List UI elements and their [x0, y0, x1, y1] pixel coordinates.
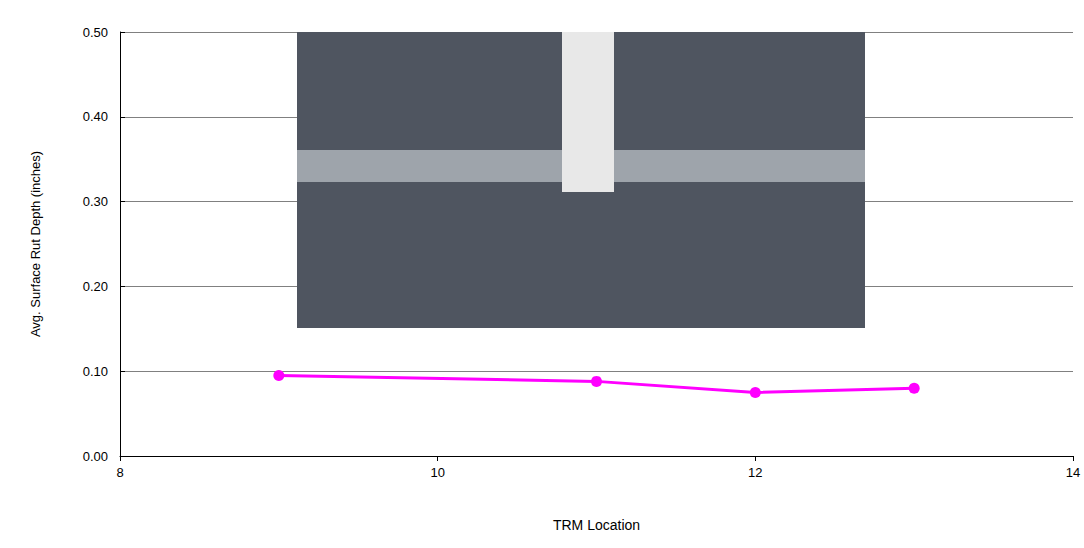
- svg-text:8: 8: [116, 465, 123, 480]
- svg-text:0.30: 0.30: [83, 194, 108, 209]
- svg-text:10: 10: [430, 465, 444, 480]
- svg-text:Avg. Surface Rut Depth (inches: Avg. Surface Rut Depth (inches): [28, 151, 43, 337]
- svg-text:0.20: 0.20: [83, 279, 108, 294]
- svg-text:0.10: 0.10: [83, 364, 108, 379]
- svg-text:0.50: 0.50: [83, 25, 108, 40]
- svg-text:14: 14: [1066, 465, 1080, 480]
- svg-text:0.40: 0.40: [83, 109, 108, 124]
- svg-text:TRM Location: TRM Location: [553, 517, 640, 533]
- svg-text:12: 12: [748, 465, 762, 480]
- svg-text:0.00: 0.00: [83, 449, 108, 464]
